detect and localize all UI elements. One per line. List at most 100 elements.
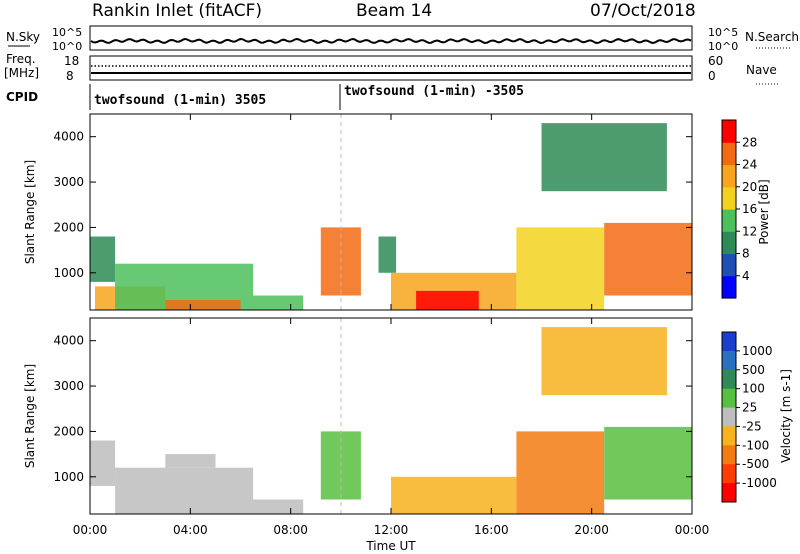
- ytick-label: 4000: [53, 130, 84, 144]
- colorbar-swatch: [722, 275, 736, 299]
- velocity-cell: [541, 327, 667, 396]
- colorbar-tick-label: 12: [742, 224, 757, 238]
- velocity-cell: [391, 476, 517, 514]
- xtick-label: 20:00: [574, 523, 609, 537]
- power-cell: [378, 236, 397, 273]
- power-cell: [541, 123, 667, 192]
- colorbar-tick-label: -100: [742, 438, 769, 452]
- noise-right-tick-bottom: 10^0: [708, 40, 738, 53]
- colorbar-swatch: [722, 407, 736, 427]
- colorbar-tick-label: 500: [742, 363, 765, 377]
- power-cell: [416, 290, 479, 310]
- noise-right-label: N.Search: [745, 30, 799, 44]
- ytick-label: 2000: [53, 220, 84, 234]
- colorbar-tick-label: 16: [742, 202, 757, 216]
- velocity-cell: [115, 467, 254, 514]
- ytick-label: 2000: [53, 424, 84, 438]
- ytick-label: 1000: [53, 266, 84, 280]
- noise-left-label: N.Sky: [6, 30, 40, 44]
- colorbar-tick-label: 28: [742, 135, 757, 149]
- velocity-colorbar-label: Velocity [m s-1]: [779, 369, 793, 463]
- power-ylabel: Slant Range [km]: [23, 160, 37, 264]
- velocity-cell: [90, 440, 116, 486]
- freq-tick-bottom: 8: [66, 69, 74, 83]
- colorbar-swatch: [722, 332, 736, 352]
- beam-label: Beam 14: [356, 1, 432, 21]
- velocity-yaxis: 1000 2000 3000 4000: [53, 334, 692, 484]
- velocity-cell: [604, 426, 692, 500]
- power-colorbar-label: Power [dB]: [757, 179, 771, 244]
- ytick-label: 1000: [53, 470, 84, 484]
- noise-trace: [90, 37, 692, 45]
- colorbar-swatch: [722, 426, 736, 446]
- date-label: 07/Oct/2018: [590, 1, 696, 21]
- frequency-panel: Freq. [MHz] 18 8 60 0 Nave: [4, 52, 778, 85]
- colorbar-tick-label: -500: [742, 457, 769, 471]
- noise-left-tick-bottom: 10^0: [52, 40, 82, 53]
- colorbar-swatch: [722, 350, 736, 371]
- freq-label: Freq.: [6, 52, 36, 66]
- nave-label: Nave: [746, 63, 777, 77]
- velocity-cell: [165, 454, 216, 468]
- colorbar-swatch: [722, 464, 736, 484]
- power-panel: Slant Range [km] 1000 2000 3000 4000: [23, 113, 693, 311]
- freq-unit-label: [MHz]: [4, 66, 39, 80]
- freq-tick-top: 18: [64, 54, 79, 68]
- power-cell: [165, 300, 241, 310]
- velocity-ylabel: Slant Range [km]: [23, 364, 37, 468]
- cpid-label: CPID: [6, 90, 38, 104]
- nave-tick-bottom: 0: [708, 69, 716, 83]
- ytick-label: 4000: [53, 334, 84, 348]
- velocity-cell: [253, 499, 304, 514]
- power-cell: [90, 236, 116, 282]
- velocity-cell: [516, 431, 605, 514]
- colorbar-swatch: [722, 445, 736, 465]
- cpid-panel: CPID twofsound (1-min) 3505 twofsound (1…: [6, 84, 524, 110]
- xtick-label: 00:00: [675, 523, 710, 537]
- noise-panel: N.Sky 10^5 10^0 10^5 10^0 N.Search: [6, 25, 799, 53]
- power-heatmap: [90, 123, 692, 310]
- colorbar-tick-label: -25: [742, 419, 762, 433]
- xaxis-label: Time UT: [365, 539, 416, 553]
- xtick-label: 04:00: [173, 523, 208, 537]
- nave-tick-top: 60: [708, 54, 723, 68]
- colorbar-tick-label: 20: [742, 180, 757, 194]
- station-title: Rankin Inlet (fitACF): [92, 1, 262, 21]
- colorbar-tick-label: -1000: [742, 476, 777, 490]
- velocity-colorbar: 1000 500 100 25 -25 -100 -500 -1000 Velocity [m…: [721, 331, 793, 503]
- colorbar-swatch: [722, 120, 736, 143]
- xtick-label: 12:00: [374, 523, 409, 537]
- colorbar-tick-label: 1000: [742, 344, 773, 358]
- colorbar-swatch: [722, 142, 736, 166]
- power-colorbar: 4 8 12 16 20 24 28 Power [dB]: [721, 119, 771, 299]
- velocity-heatmap: [90, 327, 692, 514]
- colorbar-swatch: [722, 369, 736, 390]
- ytick-label: 3000: [53, 379, 84, 393]
- xtick-label: 08:00: [273, 523, 308, 537]
- xtick-label: 00:00: [73, 523, 108, 537]
- power-yaxis: 1000 2000 3000 4000: [53, 130, 692, 280]
- colorbar-swatch: [722, 164, 736, 188]
- colorbar-swatch: [722, 231, 736, 255]
- cpid-segment-1: twofsound (1-min) 3505: [94, 93, 266, 108]
- colorbar-swatch: [722, 483, 736, 503]
- power-cell: [516, 227, 605, 310]
- colorbar-tick-label: 100: [742, 382, 765, 396]
- time-axis: 00:00 04:00 08:00 12:00 16:00 20:00 00:00: [73, 114, 710, 537]
- colorbar-swatch: [722, 253, 736, 277]
- power-cell: [604, 222, 692, 296]
- power-cell: [253, 295, 304, 310]
- noise-right-tick-top: 10^5: [708, 26, 738, 39]
- velocity-panel: Slant Range [km] 1000 2000 3000 4000: [23, 317, 693, 515]
- colorbar-swatch: [722, 186, 736, 210]
- xtick-label: 16:00: [474, 523, 509, 537]
- colorbar-tick-label: 8: [742, 247, 750, 261]
- cpid-segment-2: twofsound (1-min) -3505: [344, 84, 524, 99]
- colorbar-tick-label: 24: [742, 158, 757, 172]
- colorbar-swatch: [722, 209, 736, 232]
- colorbar-swatch: [722, 388, 736, 409]
- colorbar-tick-label: 25: [742, 401, 757, 415]
- ytick-label: 3000: [53, 175, 84, 189]
- noise-left-tick-top: 10^5: [52, 26, 82, 39]
